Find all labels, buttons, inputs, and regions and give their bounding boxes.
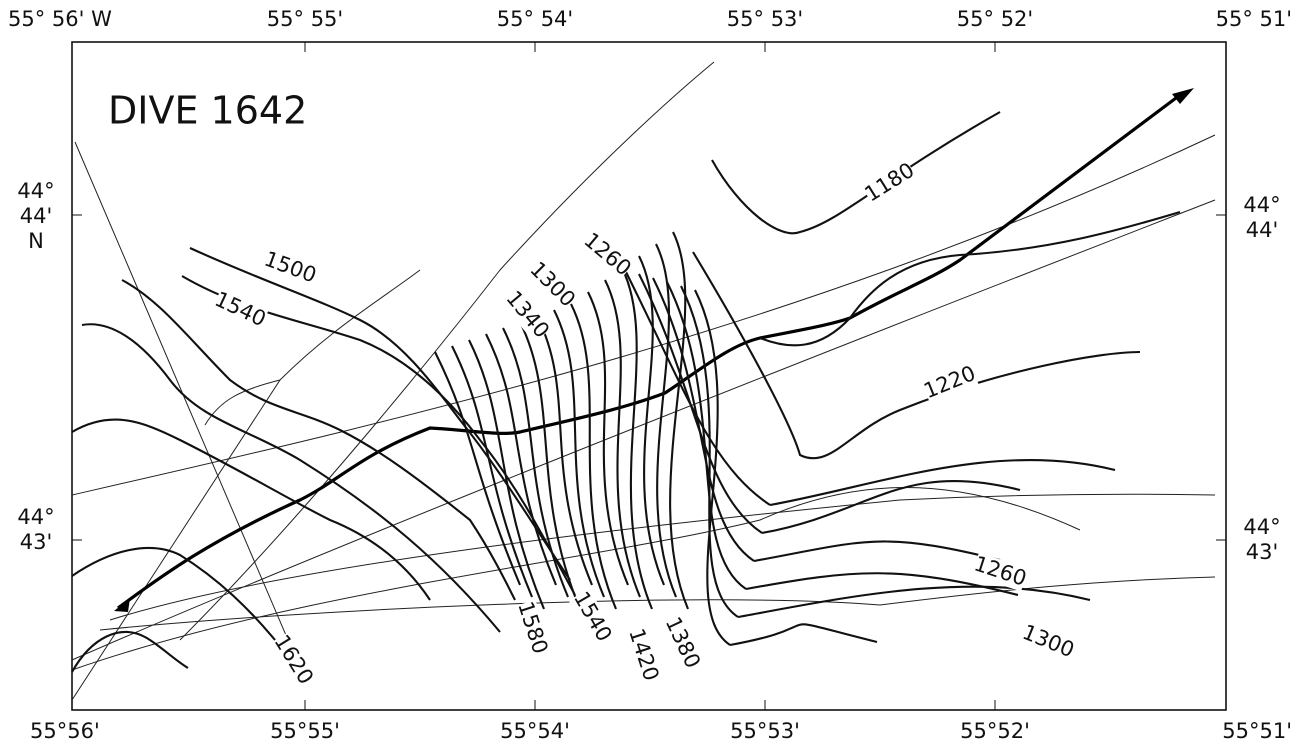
- longitude-label: 55° 56' W: [8, 7, 112, 31]
- longitude-label: 55° 54': [497, 7, 573, 31]
- longitude-label: 55°52': [960, 719, 1030, 743]
- contour-line: [502, 327, 569, 598]
- longitude-label: 55° 55': [267, 7, 343, 31]
- contour-line: [761, 479, 1021, 535]
- contour-line: [655, 243, 677, 598]
- contour-line: [769, 459, 1116, 507]
- contour-label-bg: [623, 626, 663, 684]
- labels: DIVE 1642 55° 56' W 55° 55' 55° 54' 55° 53'…: [8, 7, 1292, 743]
- contour-line: [638, 255, 665, 586]
- contour-label: 1540: [211, 287, 270, 331]
- contour-line: [604, 279, 641, 598]
- contour-label-bg: [525, 258, 579, 312]
- contour-line: [669, 231, 689, 610]
- contour-label: 1540: [569, 587, 617, 645]
- latitude-label: N: [28, 229, 44, 253]
- contour-line: [536, 315, 593, 586]
- longitude-label: 55° 52': [957, 7, 1033, 31]
- contour-line: [729, 623, 878, 647]
- contour-line: [694, 289, 731, 646]
- contour-label: 1300: [1019, 620, 1078, 662]
- contour-line: [737, 585, 1091, 619]
- latitude-label: 43': [20, 530, 53, 554]
- contour-lines: [71, 42, 1227, 710]
- contour-line: [519, 321, 581, 610]
- contour-line: [451, 345, 533, 598]
- contour-line: [753, 540, 1001, 563]
- contour-label: 1180: [860, 158, 918, 207]
- longitude-label: 55° 51': [1216, 7, 1292, 31]
- contour-line: [468, 339, 545, 610]
- contour-label-bg: [1019, 621, 1077, 663]
- contour-label-bg: [512, 599, 552, 657]
- contour-label: 1620: [270, 630, 319, 688]
- longitude-label: 55°53': [730, 719, 800, 743]
- contour-label: 1380: [661, 613, 705, 672]
- contour-line: [652, 277, 755, 562]
- contour-line: [621, 267, 653, 610]
- contour-label-bg: [579, 229, 635, 281]
- contour-line: [587, 291, 629, 586]
- contour-label-bg: [211, 288, 269, 332]
- contour-label-bg: [861, 159, 919, 207]
- contour-label-bg: [971, 552, 1029, 592]
- longitude-label: 55°51': [1222, 719, 1292, 743]
- contour-line: [434, 351, 521, 586]
- latitude-label: 43': [1246, 540, 1279, 564]
- longitude-label: 55°55': [270, 719, 340, 743]
- contour-line: [570, 303, 617, 610]
- contour-label: 1580: [513, 599, 552, 657]
- contour-label-bg: [660, 614, 704, 672]
- contour-label-bg: [921, 362, 979, 404]
- map-frame: [71, 41, 1227, 711]
- latitude-label: 44°: [17, 179, 54, 203]
- contour-line: [553, 309, 605, 598]
- contour-label-bg: [269, 631, 317, 689]
- contour-line: [666, 281, 747, 590]
- map-title: DIVE 1642: [108, 89, 307, 133]
- latitude-label: 44': [20, 204, 53, 228]
- longitude-label: 55°54': [500, 719, 570, 743]
- contour-line: [745, 572, 1019, 597]
- contour-label-bg: [501, 287, 553, 343]
- contour-label-bg: [568, 588, 616, 646]
- contour-label: 1420: [624, 626, 663, 684]
- longitude-label: 55°56': [30, 719, 100, 743]
- longitude-label: 55° 53': [727, 7, 803, 31]
- latitude-label: 44°: [1243, 515, 1280, 539]
- latitude-label: 44°: [1243, 193, 1280, 217]
- contour-label: 1260: [971, 551, 1029, 590]
- contour-line: [485, 333, 557, 586]
- contour-label: 1220: [920, 361, 979, 403]
- latitude-label: 44': [1246, 218, 1279, 242]
- contour-line: [680, 285, 739, 618]
- latitude-label: 44°: [17, 505, 54, 529]
- contour-label-bg: [261, 247, 319, 289]
